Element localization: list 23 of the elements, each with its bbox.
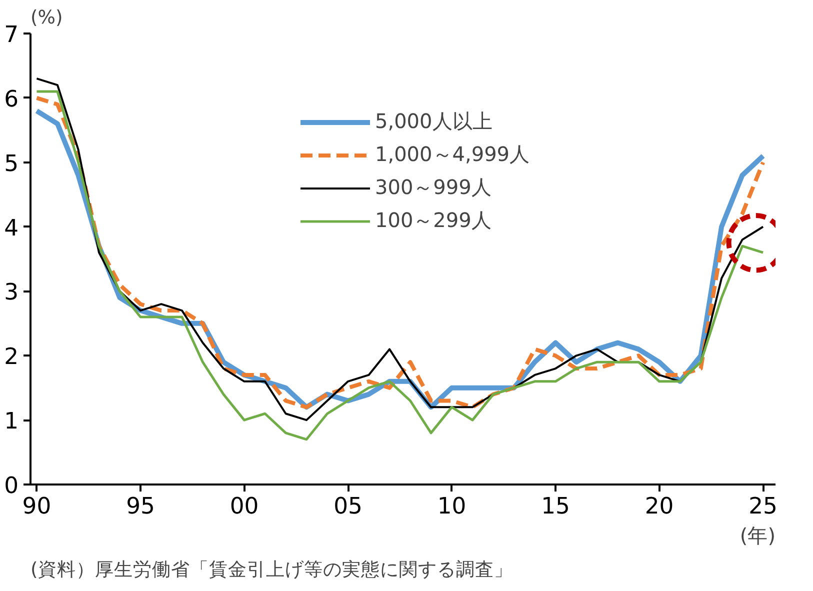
legend-label: 100～299人	[375, 207, 492, 234]
x-tick-label: 90	[22, 494, 52, 520]
y-tick-label: 1	[4, 408, 19, 435]
y-tick-label: 0	[4, 473, 19, 499]
y-tick-label: 4	[4, 215, 19, 242]
text: (資料）厚生労働省「賃金引上げ等の実態に関する調査」	[30, 558, 513, 580]
y-tick-label: 5	[4, 150, 19, 177]
legend-label: 5,000人以上	[375, 108, 492, 135]
x-tick-label: 95	[126, 494, 155, 520]
x-axis-title: (年)	[740, 524, 776, 548]
x-tick-label: 05	[334, 494, 362, 520]
y-tick-label: 3	[4, 280, 19, 306]
legend-label: 1,000～4,999人	[375, 141, 530, 168]
x-tick-label: 00	[230, 494, 259, 520]
x-tick-label: 15	[541, 494, 570, 520]
x-tick-label: 20	[644, 494, 674, 520]
y-tick-label: 7	[4, 22, 19, 48]
y-tick-label: 2	[4, 344, 19, 370]
y-tick-label: 6	[4, 86, 19, 112]
x-tick-label: 25	[748, 494, 778, 520]
y-axis-title: (%)	[30, 8, 63, 28]
legend-label: 300～999人	[375, 174, 492, 201]
x-tick-label: 10	[437, 494, 466, 520]
